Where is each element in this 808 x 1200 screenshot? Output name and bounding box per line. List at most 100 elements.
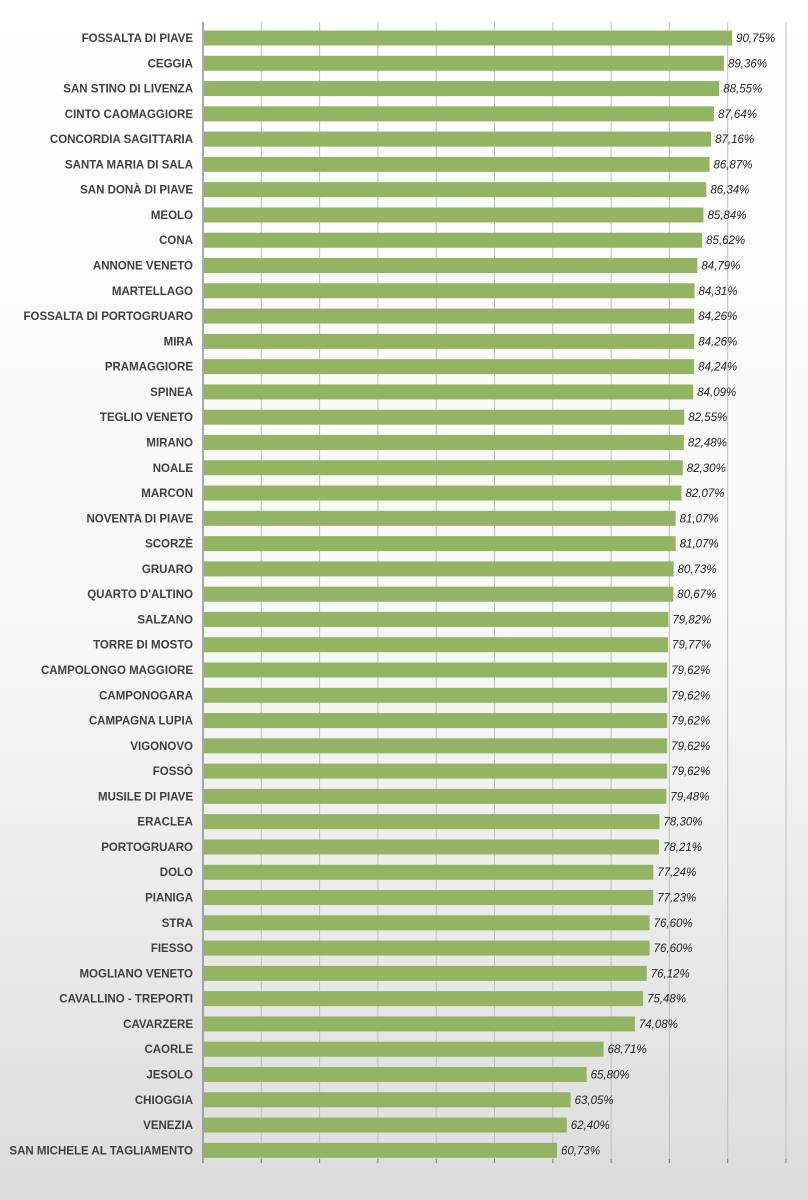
category-label: SANTA MARIA DI SALA [65, 159, 193, 171]
data-label: 74,08% [639, 1019, 678, 1031]
bar [204, 814, 660, 830]
bar [204, 991, 644, 1007]
category-label: CEGGIA [148, 58, 193, 70]
category-label: CAMPONOGARA [99, 690, 193, 702]
category-label: GRUARO [142, 564, 193, 576]
category-label: ANNONE VENETO [93, 261, 193, 273]
category-label: MEOLO [151, 210, 193, 222]
category-label: CAVARZERE [123, 1019, 193, 1031]
bar [204, 662, 668, 678]
category-label: QUARTO D'ALTINO [87, 589, 193, 601]
category-label: MARCON [141, 488, 193, 500]
bar [204, 131, 712, 147]
data-label: 88,55% [723, 84, 762, 96]
category-label: MARTELLAGO [112, 286, 193, 298]
category-label: CINTO CAOMAGGIORE [65, 109, 194, 121]
data-label: 87,16% [715, 134, 754, 146]
category-label: CHIOGGIA [135, 1095, 193, 1107]
data-label: 76,60% [654, 943, 693, 955]
data-label: 79,62% [671, 690, 710, 702]
bar [204, 30, 733, 46]
category-label: JESOLO [146, 1069, 193, 1081]
data-label: 84,79% [701, 261, 740, 273]
bar [204, 283, 695, 299]
category-label: FOSSÒ [153, 765, 193, 778]
bar [204, 258, 698, 274]
data-label: 76,12% [651, 968, 690, 980]
bar [204, 1066, 587, 1082]
category-label: FIESSO [151, 943, 193, 955]
bar [204, 611, 669, 627]
data-label: 84,09% [697, 387, 736, 399]
bar [204, 1142, 558, 1158]
bar [204, 81, 720, 97]
bar [204, 434, 684, 450]
data-label: 77,24% [657, 867, 696, 879]
data-label: 84,31% [699, 286, 738, 298]
data-label: 63,05% [575, 1095, 614, 1107]
category-label: ERACLEA [137, 817, 193, 829]
data-label: 82,07% [685, 488, 724, 500]
bar [204, 308, 695, 324]
category-label: NOVENTA DI PIAVE [87, 513, 194, 525]
bar [204, 940, 650, 956]
data-label: 80,73% [678, 564, 717, 576]
bar [204, 510, 676, 526]
data-label: 79,77% [672, 640, 711, 652]
category-label: NOALE [153, 463, 194, 475]
bar [204, 207, 704, 223]
data-label: 60,73% [561, 1145, 600, 1157]
category-label: CONA [159, 235, 193, 247]
data-label: 79,82% [672, 614, 711, 626]
data-label: 79,48% [670, 791, 709, 803]
bar [204, 1016, 635, 1032]
bar [204, 333, 695, 349]
category-label: CONCORDIA SAGITTARIA [50, 134, 193, 146]
data-label: 82,30% [687, 463, 726, 475]
bar [204, 586, 674, 602]
data-label: 76,60% [654, 918, 693, 930]
bar [204, 55, 724, 71]
bar [204, 687, 668, 703]
data-label: 85,62% [706, 235, 745, 247]
bar [204, 839, 659, 855]
data-label: 75,48% [647, 994, 686, 1006]
category-label: SALZANO [137, 614, 193, 626]
data-label: 81,07% [680, 513, 719, 525]
data-label: 79,62% [671, 741, 710, 753]
data-label: 86,34% [710, 185, 749, 197]
bar [204, 864, 654, 880]
data-label: 85,84% [707, 210, 746, 222]
category-label: CAVALLINO - TREPORTI [59, 994, 193, 1006]
category-label: MIRANO [146, 437, 193, 449]
category-label: VENEZIA [143, 1120, 193, 1132]
category-label: VIGONOVO [130, 741, 193, 753]
category-label: CAMPOLONGO MAGGIORE [41, 665, 193, 677]
category-label: STRA [162, 918, 193, 930]
data-label: 62,40% [571, 1120, 610, 1132]
bar [204, 460, 683, 476]
data-label: 81,07% [680, 539, 719, 551]
bar [204, 713, 668, 729]
label-layer: FOSSALTA DI PIAVE 90,75% CEGGIA 89,36% SAN S… [9, 33, 775, 1157]
data-label: 80,67% [677, 589, 716, 601]
bar [204, 232, 703, 248]
data-label: 78,30% [663, 817, 702, 829]
category-label: CAMPAGNA LUPIA [89, 716, 193, 728]
data-label: 84,26% [698, 311, 737, 323]
category-label: MUSILE DI PIAVE [98, 791, 193, 803]
category-label: PIANIGA [145, 893, 193, 905]
bar [204, 182, 707, 198]
data-label: 78,21% [663, 842, 702, 854]
category-label: TEGLIO VENETO [100, 412, 193, 424]
category-label: SAN STINO DI LIVENZA [63, 84, 193, 96]
category-label: PORTOGRUARO [101, 842, 193, 854]
category-label: PRAMAGGIORE [105, 362, 194, 374]
data-label: 87,64% [718, 109, 757, 121]
bar [204, 915, 650, 931]
category-label: CAORLE [144, 1044, 193, 1056]
bar [204, 763, 668, 779]
data-label: 65,80% [591, 1069, 630, 1081]
bar [204, 738, 668, 754]
